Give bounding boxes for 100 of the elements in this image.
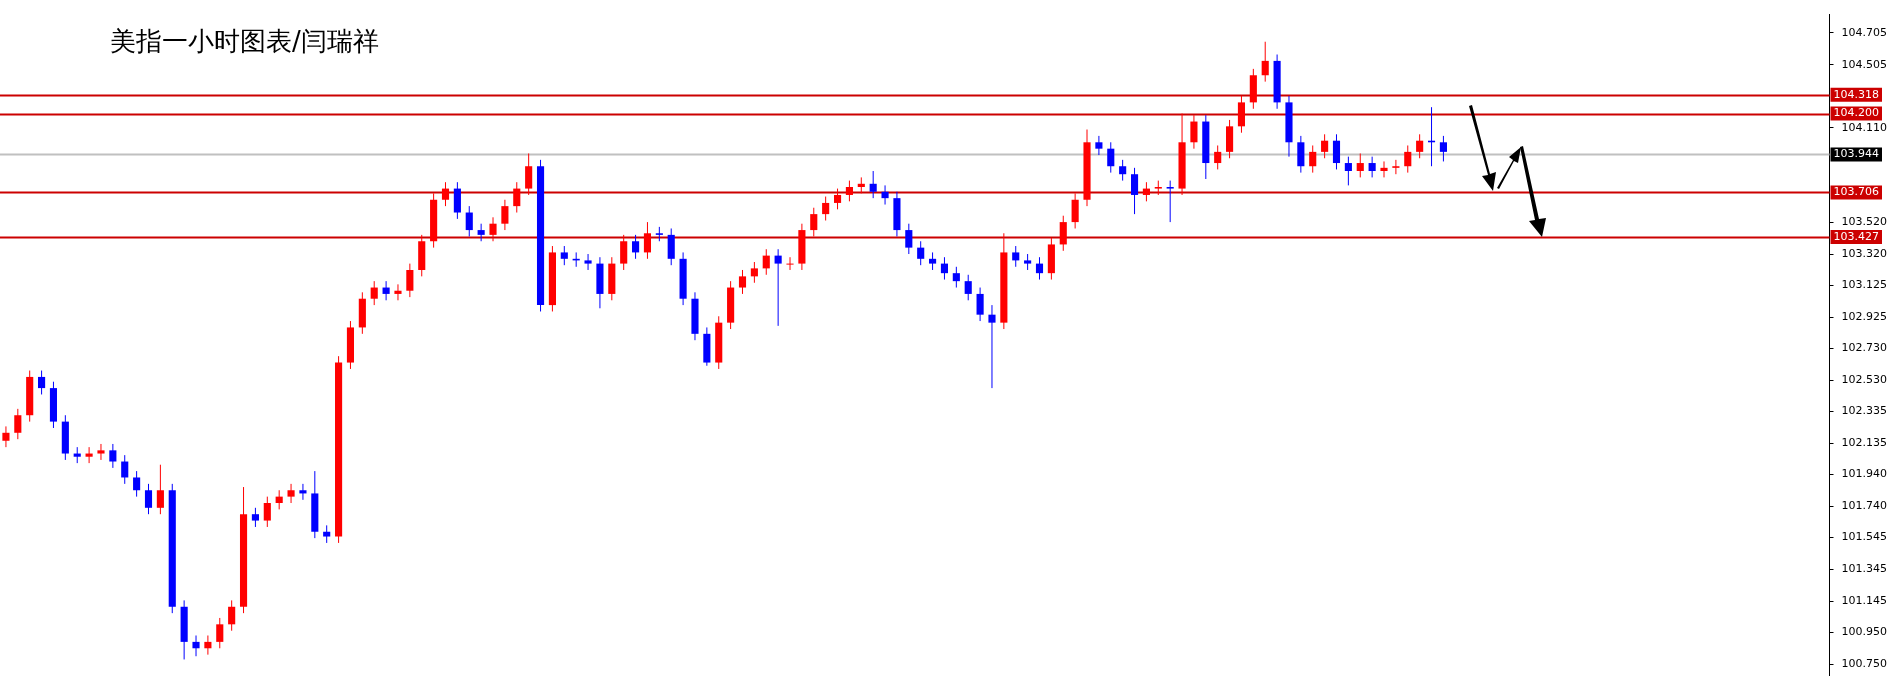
candlestick <box>560 245 568 266</box>
candlestick <box>14 408 22 440</box>
y-tick-label: 104.705 <box>1841 25 1888 39</box>
y-tick-label: 102.335 <box>1841 404 1888 418</box>
candlestick <box>501 199 509 231</box>
candlestick <box>1368 156 1376 178</box>
candlestick <box>513 181 521 214</box>
candlestick <box>489 216 497 242</box>
candlestick <box>251 507 259 528</box>
candlestick <box>1309 144 1317 174</box>
candlestick <box>1012 245 1020 268</box>
candlestick <box>121 454 129 485</box>
candlestick <box>1119 159 1127 182</box>
candlestick <box>762 248 770 276</box>
candlestick <box>632 234 640 260</box>
y-tick-label: 101.345 <box>1841 562 1888 576</box>
ref-line-label: 104.200 <box>1833 106 1880 120</box>
candlestick <box>133 470 141 498</box>
candlestick <box>1035 256 1044 281</box>
candlestick <box>1439 135 1447 162</box>
candlestick <box>370 280 378 306</box>
y-tick-label: 103.320 <box>1841 246 1888 260</box>
candlestick <box>263 496 271 528</box>
candlestick <box>1237 95 1246 134</box>
candlestick <box>964 274 972 301</box>
y-tick-label: 102.925 <box>1841 309 1888 323</box>
y-tick-label: 100.750 <box>1841 657 1888 671</box>
candlestick <box>774 248 782 327</box>
candlestick <box>988 304 996 389</box>
candlestick <box>738 269 747 295</box>
candlestick <box>750 261 758 284</box>
ref-line-label: 104.318 <box>1833 87 1880 101</box>
candlestick <box>441 181 450 207</box>
ref-line-label: 103.944 <box>1833 147 1880 161</box>
candlestick <box>406 263 414 298</box>
y-tick-label: 101.740 <box>1841 499 1888 513</box>
candlestick <box>1344 156 1352 186</box>
ref-line-label: 103.706 <box>1833 185 1880 199</box>
candlestick <box>1059 215 1067 252</box>
candlestick <box>917 240 925 266</box>
candlestick <box>275 489 283 510</box>
candlestick <box>786 256 794 271</box>
candlestick <box>465 205 473 237</box>
candlestick <box>1107 141 1115 174</box>
y-tick-label: 103.520 <box>1841 214 1888 228</box>
candlestick <box>453 181 461 220</box>
ref-line-label: 103.427 <box>1833 229 1880 243</box>
candlestick <box>584 253 592 271</box>
text: 美指一小时图表/闫瑞祥 <box>110 25 379 58</box>
candlestick <box>869 170 877 199</box>
candlestick <box>216 617 224 649</box>
candlestick <box>477 223 485 242</box>
candlestick <box>1380 160 1388 178</box>
candlestick <box>287 483 295 504</box>
candlestick <box>1297 135 1305 174</box>
candlestick <box>1142 181 1150 202</box>
y-tick-label: 100.950 <box>1841 625 1888 639</box>
candlestick <box>1071 192 1079 229</box>
candlestick <box>1321 133 1329 159</box>
y-tick-label: 101.545 <box>1841 530 1888 544</box>
y-tick-label: 101.145 <box>1841 594 1888 608</box>
candlestick <box>85 446 93 464</box>
candlestick <box>525 152 533 196</box>
candlestick <box>643 221 652 260</box>
candlestick <box>1166 180 1174 223</box>
candlestick <box>109 443 117 469</box>
candlestick <box>952 266 960 289</box>
candlestick <box>97 443 105 461</box>
candlestick <box>620 234 628 271</box>
candlestick <box>204 635 212 656</box>
candlestick <box>881 184 889 206</box>
candlestick <box>667 227 675 266</box>
candlestick <box>976 287 984 322</box>
y-tick-label: 102.530 <box>1841 372 1888 386</box>
candlestick <box>1392 159 1400 175</box>
candlestick <box>382 280 390 301</box>
candlestick <box>1416 133 1424 159</box>
y-tick-label: 102.730 <box>1841 341 1888 355</box>
y-tick-label: 104.110 <box>1841 120 1888 134</box>
candlestick <box>810 207 818 237</box>
candlestick <box>2 425 10 448</box>
y-tick-label: 104.505 <box>1841 57 1888 71</box>
candlestick <box>228 599 236 632</box>
y-tick-label: 102.135 <box>1841 436 1888 450</box>
candlestick <box>1214 144 1222 170</box>
candlestick <box>394 283 402 301</box>
candlestick <box>1404 144 1412 174</box>
candlestick <box>822 196 830 221</box>
y-tick-label: 101.940 <box>1841 467 1888 481</box>
candlestick <box>1261 41 1269 83</box>
candlestick <box>192 635 200 657</box>
candlestick <box>38 370 46 395</box>
y-tick-label: 103.125 <box>1841 278 1888 291</box>
candlestick <box>940 256 949 281</box>
candlestick <box>1190 114 1198 150</box>
candlestick <box>299 483 307 501</box>
candlestick <box>845 180 853 202</box>
candlestick <box>1332 133 1341 170</box>
candlestick <box>144 483 153 515</box>
candlestick <box>1095 135 1103 156</box>
